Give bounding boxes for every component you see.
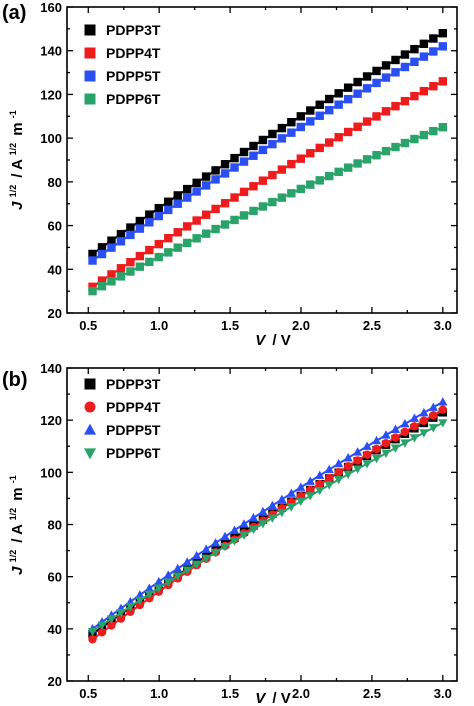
panel-b-legend-item-pdpp5t: PDPP5T (83, 422, 161, 438)
panel-b-x-axis-title: V / V (255, 690, 291, 706)
panel-a-point-pdpp4t (438, 77, 448, 86)
panel-a-y-tick-label: 20 (48, 306, 62, 321)
panel-a-data-layer (88, 29, 448, 296)
panel-a-legend-marker-pdpp5t (84, 70, 96, 82)
panel-a-series-pdpp4t (88, 77, 448, 291)
panel-b-x-tick-label: 2.5 (363, 686, 381, 701)
panel-a-legend-marker-pdpp3t (84, 24, 96, 36)
panel-b-ylabel-unit-sup: 1/2 (8, 508, 18, 521)
panel-a-ylabel-unit2-sup: -1 (8, 110, 18, 118)
panel-a-y-tick-label: 160 (40, 0, 62, 15)
panel-b-legend-label-pdpp5t: PDPP5T (106, 422, 161, 438)
panel-b-legend-label-pdpp6t: PDPP6T (106, 445, 161, 461)
panel-a-legend-label-pdpp6t: PDPP6T (106, 91, 161, 107)
panel-b-y-tick-label: 40 (48, 622, 62, 637)
panel-a-y-tick-label: 60 (48, 219, 62, 234)
panel-a-x-axis-title: V / V (255, 332, 291, 349)
panel-a-legend: PDPP3T PDPP4T PDPP5T PDPP6T (84, 22, 161, 107)
panel-b-ylabel-var-sup: 1/2 (8, 550, 18, 563)
panel-a-legend-label-pdpp4t: PDPP4T (106, 45, 161, 61)
panel-a-series-pdpp6t (88, 123, 448, 296)
panel-b-legend-item-pdpp6t: PDPP6T (83, 445, 161, 461)
panel-a-x-tick-label: 1.5 (221, 318, 239, 333)
panel-a-ylabel-var: J (9, 201, 26, 210)
panel-b-x-tick-label: 3.0 (434, 686, 452, 701)
panel-a-point-pdpp6t (438, 123, 448, 132)
panel-a-ylabel-unit-sup: 1/2 (8, 143, 18, 156)
panel-a-point-pdpp5t (88, 256, 97, 265)
panel-b-legend-label-pdpp4t: PDPP4T (106, 399, 161, 415)
panel-b-x-tick-label: 1.5 (221, 686, 239, 701)
panel-b-y-tick-label: 140 (40, 361, 62, 376)
panel-b-x-tick-label: 2.0 (292, 686, 310, 701)
panel-a-fit-line-pdpp4t (91, 80, 444, 288)
panel-a-ylabel-unit2: m (9, 122, 26, 135)
panel-a-legend-label-pdpp3t: PDPP3T (106, 22, 161, 38)
panel-b-xlabel-var: V (255, 690, 267, 706)
panel-a-legend-label-pdpp5t: PDPP5T (106, 68, 161, 84)
panel-a-legend-marker-pdpp4t (84, 47, 96, 59)
panel-a-xlabel-var: V (255, 332, 267, 349)
panel-a-xlabel-unit: / V (272, 332, 290, 349)
panel-b-legend-marker-pdpp3t (84, 378, 96, 390)
panel-a-x-tick-label: 2.0 (292, 318, 310, 333)
panel-b-ylabel-unit2: m (9, 487, 26, 500)
panel-a-fit-line-pdpp3t (91, 32, 444, 255)
panel-a-y-tick-label: 140 (40, 44, 62, 59)
panel-a-legend-item-pdpp6t: PDPP6T (84, 91, 161, 107)
panel-a-fit-line-pdpp5t (91, 45, 444, 262)
panel-a-series-pdpp5t (88, 42, 448, 265)
panel-a-x-tick-label: 1.0 (150, 318, 168, 333)
panel-b-legend-item-pdpp3t: PDPP3T (84, 376, 161, 392)
panel-a-y-tick-label: 40 (48, 262, 62, 277)
panel-b-y-tick-label: 20 (48, 674, 62, 689)
panel-b: (b) 0.5 1.0 1.5 2.0 2.5 3.020406080100120140 … (2, 361, 458, 706)
panel-a-y-tick-label: 100 (40, 131, 62, 146)
panel-a-y-tick-label: 120 (40, 87, 62, 102)
panel-a-series-pdpp3t (88, 29, 448, 259)
panel-b-legend-label-pdpp3t: PDPP3T (106, 376, 161, 392)
panel-a-ticks: 0.5 1.0 1.5 2.0 2.5 3.0 20 40 60 80 100 120 140 160 (40, 0, 457, 333)
panel-b-legend-marker-pdpp6t (83, 448, 97, 460)
panel-b-xlabel-unit: / V (272, 690, 290, 706)
panel-b-data-layer (87, 397, 448, 644)
panel-a-x-tick-label: 3.0 (434, 318, 452, 333)
panel-b-x-tick-label: 1.0 (150, 686, 168, 701)
panel-a-legend-item-pdpp3t: PDPP3T (84, 22, 161, 38)
panel-b-ylabel-unit2-sup: -1 (8, 475, 18, 483)
panel-b-ylabel-var: J (9, 566, 26, 575)
panel-b-y-tick-label: 120 (40, 413, 62, 428)
panel-a-ylabel-unit: / A (9, 159, 26, 178)
panel-a-legend-item-pdpp5t: PDPP5T (84, 68, 161, 84)
panel-b-ylabel-unit: / A (9, 524, 26, 543)
panel-a-x-tick-label: 2.5 (363, 318, 381, 333)
panel-b-y-tick-label: 60 (48, 570, 62, 585)
panel-a-ylabel-var-sup: 1/2 (8, 185, 18, 198)
panel-b-x-tick-label: 0.5 (79, 686, 97, 701)
panel-a-x-tick-label: 0.5 (79, 318, 97, 333)
panel-a: (a) 0.5 1.0 1.5 2.0 2.5 3.0 20 40 60 80 100 120 140 1… (2, 0, 458, 349)
panel-b-ticks: 0.5 1.0 1.5 2.0 2.5 3.0 20 40 60 80 100 120 140 (40, 361, 457, 701)
panel-a-y-tick-label: 80 (48, 175, 62, 190)
panel-a-point-pdpp3t (438, 29, 448, 38)
panel-a-legend-item-pdpp4t: PDPP4T (84, 45, 161, 61)
panel-b-legend-marker-pdpp5t (83, 423, 97, 435)
panel-b-legend: PDPP3T PDPP4T PDPP5T PDPP6T (83, 376, 161, 461)
panel-a-y-axis-title: J 1/2 / A 1/2 m -1 (3, 110, 26, 210)
panel-b-series-pdpp6t (87, 419, 448, 637)
panel-b-legend-item-pdpp4t: PDPP4T (84, 399, 161, 415)
panel-b-label: (b) (2, 369, 28, 391)
panel-b-legend-marker-pdpp4t (84, 401, 96, 413)
panel-b-y-tick-label: 80 (48, 518, 62, 533)
panel-a-fit-line-pdpp6t (92, 126, 444, 292)
panel-b-fit-line-pdpp6t (91, 421, 444, 633)
panel-b-fit-line-pdpp5t (91, 401, 444, 630)
panel-b-y-tick-label: 100 (40, 465, 62, 480)
panel-b-fit-line-pdpp4t (91, 408, 444, 641)
panel-b-y-axis-title: J 1/2 / A 1/2 m -1 (3, 475, 26, 575)
panel-a-legend-marker-pdpp6t (84, 93, 96, 105)
panel-a-label: (a) (2, 2, 26, 24)
